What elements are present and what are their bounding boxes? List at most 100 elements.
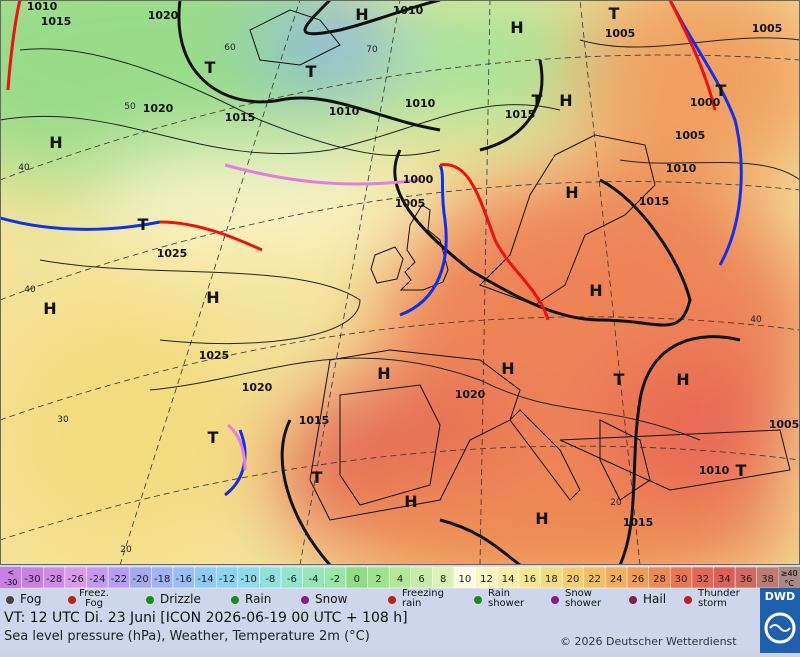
temp-label: 2 bbox=[375, 574, 381, 585]
weather-label: Rain bbox=[245, 592, 271, 606]
isobar-label: 1015 bbox=[41, 15, 72, 28]
temperature-legend: <-30 -30 -28 -26 -24 -22 -20 -18 -16 -14 -12 -10 -8-… bbox=[0, 566, 800, 589]
pressure-center: H bbox=[501, 359, 514, 378]
weather-symbol bbox=[388, 596, 396, 604]
weather-label: Freez. bbox=[79, 588, 109, 599]
weather-label: Fog bbox=[20, 592, 41, 606]
temp-label: 32 bbox=[696, 574, 709, 585]
isobar-label: 1000 bbox=[403, 173, 434, 186]
temp-label: 34 bbox=[718, 574, 731, 585]
isobar-label: 1025 bbox=[199, 349, 230, 362]
temp-label: 18 bbox=[545, 574, 558, 585]
pressure-center: T bbox=[716, 81, 727, 100]
temp-high: °C bbox=[784, 579, 794, 588]
weather-symbol bbox=[551, 596, 559, 604]
pressure-center: H bbox=[377, 364, 390, 383]
weather-label: Thunder bbox=[697, 588, 741, 599]
copyright: © 2026 Deutscher Wetterdienst bbox=[560, 635, 737, 648]
grid-label: 50 bbox=[124, 102, 136, 112]
temp-label: 10 bbox=[458, 574, 471, 585]
isobars-thick bbox=[177, 0, 741, 565]
isobar-label: 1015 bbox=[505, 108, 536, 121]
pressure-center: T bbox=[306, 62, 317, 81]
pressure-center: H bbox=[404, 492, 417, 511]
temp-cell bbox=[778, 567, 800, 588]
isobar-label: 1010 bbox=[27, 0, 58, 13]
pressure-center: T bbox=[208, 428, 219, 447]
temp-label: -26 bbox=[68, 574, 84, 585]
pressure-center: H bbox=[49, 133, 62, 152]
isobar-label: 1010 bbox=[666, 162, 697, 175]
map: 1010 1020 1010 1005 1005 1020 1015 1010 1010 1015… bbox=[0, 0, 800, 565]
pressure-center: H bbox=[676, 370, 689, 389]
pressure-center: H bbox=[565, 183, 578, 202]
temp-cell bbox=[0, 567, 22, 588]
temp-low: -30 bbox=[4, 578, 17, 587]
weather-symbol bbox=[68, 596, 76, 604]
temp-high: ≥40 bbox=[781, 569, 798, 578]
temp-label: 24 bbox=[610, 574, 623, 585]
temp-label: 22 bbox=[588, 574, 601, 585]
temp-label: -2 bbox=[330, 574, 340, 585]
weather-symbol bbox=[146, 596, 154, 604]
pressure-center: H bbox=[510, 18, 523, 37]
pressure-center: T bbox=[205, 58, 216, 77]
isobar-label: 1010 bbox=[405, 97, 436, 110]
pressure-center: H bbox=[589, 281, 602, 300]
temp-label: -18 bbox=[154, 574, 170, 585]
temp-label: 16 bbox=[523, 574, 536, 585]
weather-symbol bbox=[629, 596, 637, 604]
weather-label: shower bbox=[488, 598, 525, 609]
temp-label: 20 bbox=[567, 574, 580, 585]
temp-label: 12 bbox=[480, 574, 493, 585]
temp-label: 36 bbox=[740, 574, 753, 585]
pressure-center: T bbox=[609, 4, 620, 23]
isobar-label: 1005 bbox=[395, 197, 426, 210]
temp-low: < bbox=[7, 568, 14, 577]
grid-label: 60 bbox=[224, 43, 236, 53]
weather-label: storm bbox=[698, 598, 727, 609]
isobar-label: 1010 bbox=[699, 464, 730, 477]
temp-label: 38 bbox=[761, 574, 774, 585]
grid-label: 40 bbox=[24, 285, 36, 295]
weather-label: Rain bbox=[488, 588, 510, 599]
pressure-center: H bbox=[206, 288, 219, 307]
pressure-center: H bbox=[535, 509, 548, 528]
temp-label: -24 bbox=[89, 574, 105, 585]
isobar-label: 1015 bbox=[639, 195, 670, 208]
weather-legend: Fog Freez.Fog Drizzle Rain Snow FreezingrainR… bbox=[6, 588, 741, 609]
isobar-label: 1010 bbox=[393, 4, 424, 17]
weather-symbol bbox=[684, 596, 692, 604]
weather-label: Hail bbox=[643, 592, 666, 606]
pressure-center: H bbox=[355, 5, 368, 24]
weather-label: Snow bbox=[315, 592, 348, 606]
temp-label: -12 bbox=[219, 574, 235, 585]
grid-label: 20 bbox=[610, 498, 622, 508]
pressure-center: T bbox=[736, 461, 747, 480]
weather-label: shower bbox=[565, 598, 602, 609]
temp-label: -30 bbox=[24, 574, 40, 585]
isobar-label: 1015 bbox=[225, 111, 256, 124]
isobar-label: 1005 bbox=[675, 129, 706, 142]
pressure-center: T bbox=[614, 370, 625, 389]
pressure-center: T bbox=[312, 468, 323, 487]
weather-label: Snow bbox=[565, 588, 592, 599]
isobar-label: 1005 bbox=[605, 27, 636, 40]
pressure-center: T bbox=[138, 215, 149, 234]
grid-label: 30 bbox=[57, 415, 69, 425]
logo-text: DWD bbox=[765, 590, 795, 603]
isobar-label: 1020 bbox=[148, 9, 179, 22]
temp-label: 14 bbox=[502, 574, 515, 585]
grid-label: 70 bbox=[366, 45, 378, 55]
weather-label: Fog bbox=[85, 598, 103, 609]
isobar-label: 1020 bbox=[143, 102, 174, 115]
grid-label: 40 bbox=[750, 315, 762, 325]
isobar-label: 1005 bbox=[752, 22, 783, 35]
temp-label: -22 bbox=[111, 574, 127, 585]
temperature-field bbox=[0, 0, 800, 565]
isobar-label: 1025 bbox=[157, 247, 188, 260]
temp-label: -20 bbox=[132, 574, 148, 585]
temp-label: -14 bbox=[197, 574, 213, 585]
temp-label: -8 bbox=[265, 574, 275, 585]
